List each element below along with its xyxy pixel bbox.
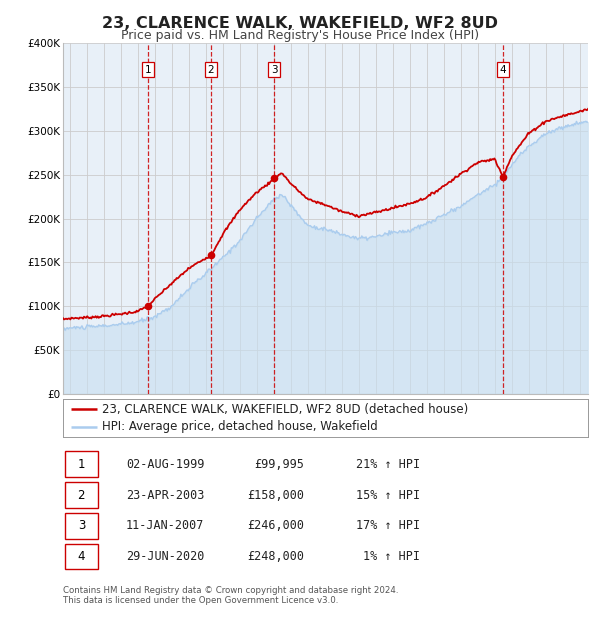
Text: 4: 4 bbox=[500, 64, 506, 74]
Text: £158,000: £158,000 bbox=[248, 489, 305, 502]
Text: £99,995: £99,995 bbox=[254, 458, 305, 471]
FancyBboxPatch shape bbox=[65, 544, 98, 569]
Text: £248,000: £248,000 bbox=[248, 550, 305, 563]
Text: HPI: Average price, detached house, Wakefield: HPI: Average price, detached house, Wake… bbox=[103, 420, 378, 433]
Text: 2: 2 bbox=[77, 489, 85, 502]
Text: 17% ↑ HPI: 17% ↑ HPI bbox=[356, 520, 420, 532]
Text: 23, CLARENCE WALK, WAKEFIELD, WF2 8UD: 23, CLARENCE WALK, WAKEFIELD, WF2 8UD bbox=[102, 16, 498, 30]
Text: Price paid vs. HM Land Registry's House Price Index (HPI): Price paid vs. HM Land Registry's House … bbox=[121, 29, 479, 42]
Text: 2: 2 bbox=[208, 64, 214, 74]
Text: 11-JAN-2007: 11-JAN-2007 bbox=[126, 520, 205, 532]
FancyBboxPatch shape bbox=[65, 513, 98, 539]
Text: 23-APR-2003: 23-APR-2003 bbox=[126, 489, 205, 502]
Text: 1: 1 bbox=[77, 458, 85, 471]
Text: 29-JUN-2020: 29-JUN-2020 bbox=[126, 550, 205, 563]
Text: 21% ↑ HPI: 21% ↑ HPI bbox=[356, 458, 420, 471]
Text: 15% ↑ HPI: 15% ↑ HPI bbox=[356, 489, 420, 502]
Text: 1% ↑ HPI: 1% ↑ HPI bbox=[363, 550, 420, 563]
Text: Contains HM Land Registry data © Crown copyright and database right 2024.
This d: Contains HM Land Registry data © Crown c… bbox=[63, 586, 398, 605]
Text: 23, CLARENCE WALK, WAKEFIELD, WF2 8UD (detached house): 23, CLARENCE WALK, WAKEFIELD, WF2 8UD (d… bbox=[103, 402, 469, 415]
Text: £246,000: £246,000 bbox=[248, 520, 305, 532]
Text: 1: 1 bbox=[145, 64, 151, 74]
FancyBboxPatch shape bbox=[65, 451, 98, 477]
Text: 4: 4 bbox=[77, 550, 85, 563]
FancyBboxPatch shape bbox=[65, 482, 98, 508]
Text: 3: 3 bbox=[271, 64, 278, 74]
Text: 3: 3 bbox=[77, 520, 85, 532]
Text: 02-AUG-1999: 02-AUG-1999 bbox=[126, 458, 205, 471]
